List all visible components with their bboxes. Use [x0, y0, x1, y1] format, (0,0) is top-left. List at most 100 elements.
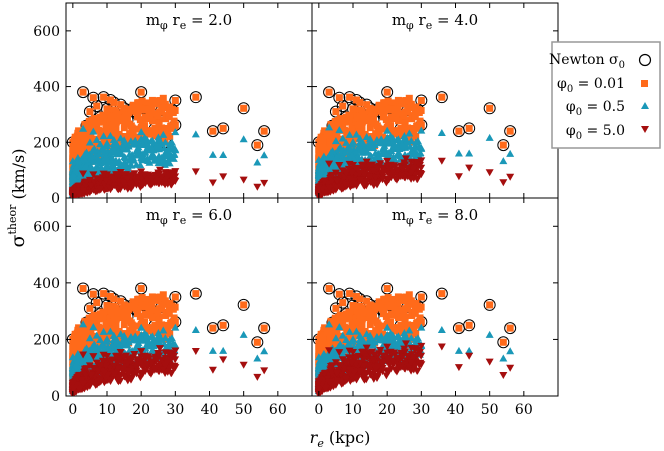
newton-point [217, 122, 230, 135]
phi001-point [88, 319, 96, 327]
newton-point [135, 282, 148, 295]
phi001-point [378, 133, 386, 141]
phi05-point [314, 155, 323, 163]
phi5-point [113, 352, 122, 360]
phi001-point [401, 116, 409, 124]
phi001-point [86, 304, 94, 312]
phi05-point [81, 162, 90, 170]
phi05-point [219, 346, 228, 354]
phi001-point [135, 295, 143, 303]
phi001-point [319, 137, 327, 145]
phi05-point [253, 354, 262, 362]
phi05-point [154, 135, 163, 143]
phi001-point [170, 117, 178, 125]
phi05-point [167, 334, 176, 342]
phi001-point [240, 301, 248, 309]
phi5-point [89, 171, 98, 179]
phi001-point [388, 311, 396, 319]
phi05-point [137, 128, 146, 136]
phi05-point [465, 149, 474, 157]
phi001-point [465, 124, 473, 132]
phi001-point [411, 309, 419, 317]
phi001-point [388, 115, 396, 123]
phi001-point [145, 129, 153, 137]
phi001-point [332, 108, 340, 116]
phi001-point [102, 125, 110, 133]
phi05-point [115, 157, 124, 165]
phi05-point [159, 130, 168, 138]
phi001-point [499, 338, 507, 346]
phi5-point [91, 188, 100, 196]
phi05-point [325, 123, 334, 131]
phi5-point [114, 365, 123, 373]
phi05-point [366, 151, 375, 159]
phi05-point [383, 126, 392, 134]
phi001-point [155, 116, 163, 124]
phi001-point [113, 110, 121, 118]
phi001-point [155, 122, 163, 130]
phi5-point [437, 157, 446, 165]
phi05-point [344, 145, 353, 153]
phi001-point [343, 328, 351, 336]
phi001-point [102, 322, 110, 330]
phi001-point [132, 125, 140, 133]
phi05-point [74, 157, 83, 165]
phi001-point [391, 326, 399, 334]
phi001-point [339, 102, 347, 110]
phi001-point [366, 301, 374, 309]
phi05-point [134, 138, 143, 146]
phi001-point [161, 297, 169, 305]
phi001-point [82, 137, 90, 145]
phi001-point [77, 344, 85, 352]
phi001-point [384, 122, 392, 130]
phi05-point [219, 150, 228, 158]
phi001-point [486, 104, 494, 112]
phi001-point [398, 98, 406, 106]
panel-2 [312, 86, 517, 198]
phi05-point [145, 158, 154, 166]
phi05-point [157, 140, 166, 148]
phi001-point [253, 338, 261, 346]
phi001-point [75, 127, 83, 135]
phi001-point [381, 99, 389, 107]
phi001-point [132, 133, 140, 141]
phi05-point [142, 342, 151, 350]
phi001-point [400, 309, 408, 317]
phi05-point [142, 146, 151, 154]
phi001-point [348, 341, 356, 349]
phi5-point [171, 364, 180, 372]
phi05-point [191, 326, 200, 334]
phi05-point [253, 158, 262, 166]
phi05-point [85, 334, 94, 342]
phi001-point [346, 332, 354, 340]
phi001-point [87, 142, 95, 150]
phi001-point [164, 131, 172, 139]
phi05-point [89, 127, 98, 135]
phi05-point [79, 124, 88, 132]
phi001-point [110, 119, 118, 127]
phi05-point [99, 327, 108, 335]
phi5-point [417, 157, 426, 165]
phi5-point [413, 176, 422, 184]
newton-point [323, 86, 336, 99]
phi001-point [416, 314, 424, 322]
phi001-point [110, 295, 118, 303]
phi001-point [103, 301, 111, 309]
phi05-point [171, 323, 180, 331]
phi001-point [115, 130, 123, 138]
phi001-point [94, 323, 102, 331]
phi5-point [101, 362, 110, 370]
phi001-point [333, 142, 341, 150]
phi05-point [96, 163, 105, 171]
newton-point [497, 336, 510, 349]
phi5-point [126, 357, 135, 365]
phi001-point [86, 108, 94, 116]
phi5-point [127, 375, 136, 383]
phi5-point [100, 369, 109, 377]
phi5-point [485, 169, 494, 177]
phi001-point [90, 119, 98, 127]
phi001-point [342, 153, 350, 161]
phi001-point [168, 321, 176, 329]
phi5-point [101, 177, 110, 185]
